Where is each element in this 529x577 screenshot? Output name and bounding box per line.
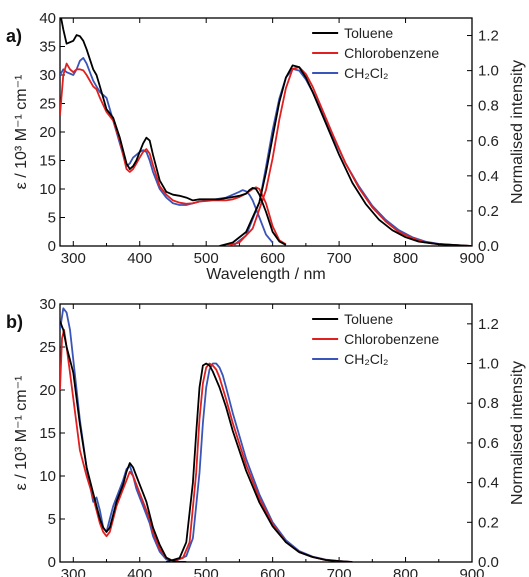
x-tick-label: 900: [459, 250, 484, 267]
x-tick-label: 400: [127, 250, 152, 267]
y-right-tick-label: 1.0: [478, 63, 499, 80]
y-left-tick-label: 35: [39, 39, 56, 56]
panel-label: a): [6, 26, 22, 46]
y-left-tick-label: 10: [39, 468, 56, 485]
legend-label: Toluene: [344, 25, 393, 41]
y-left-axis-title: ε / 10³ M⁻¹ cm⁻¹: [13, 75, 30, 190]
y-right-tick-label: 0.0: [478, 238, 499, 255]
y-left-tick-label: 5: [48, 511, 56, 528]
y-left-tick-label: 5: [48, 210, 56, 227]
x-axis-title: Wavelength / nm: [206, 266, 325, 283]
x-tick-label: 600: [260, 566, 285, 577]
x-tick-label: 800: [393, 250, 418, 267]
absorption-line-toluene: [60, 320, 187, 562]
y-left-tick-label: 15: [39, 425, 56, 442]
y-right-tick-label: 1.2: [478, 28, 499, 45]
legend-label: Chlorobenzene: [344, 45, 439, 61]
y-right-tick-label: 0.8: [478, 98, 499, 115]
panel-label: b): [6, 312, 23, 332]
legend-label: CH₂Cl₂: [344, 351, 388, 367]
y-right-tick-label: 0.2: [478, 514, 499, 531]
emission-line-toluene: [166, 362, 353, 562]
x-tick-label: 300: [61, 566, 86, 577]
legend-label: Toluene: [344, 311, 393, 327]
y-right-tick-label: 0.0: [478, 554, 499, 571]
x-tick-label: 900: [459, 566, 484, 577]
emission-line-toluene: [219, 64, 472, 246]
emission-line-chlorobenzene: [169, 362, 353, 562]
y-right-tick-label: 0.4: [478, 475, 499, 492]
y-left-tick-label: 25: [39, 96, 56, 113]
y-left-tick-label: 40: [39, 10, 56, 27]
y-right-axis-title: Normalised intensity: [509, 361, 526, 505]
emission-line-chlorobenzene: [225, 66, 472, 246]
y-left-tick-label: 20: [39, 382, 56, 399]
y-left-tick-label: 0: [48, 238, 56, 255]
y-left-axis-title: ε / 10³ M⁻¹ cm⁻¹: [13, 376, 30, 491]
x-tick-label: 700: [327, 250, 352, 267]
y-left-tick-label: 15: [39, 153, 56, 170]
y-left-tick-label: 30: [39, 67, 56, 84]
x-tick-label: 300: [61, 250, 86, 267]
y-left-tick-label: 0: [48, 554, 56, 571]
absorption-line-ch-cl-: [60, 307, 187, 562]
y-right-tick-label: 1.0: [478, 356, 499, 373]
y-left-tick-label: 10: [39, 181, 56, 198]
y-right-tick-label: 0.4: [478, 168, 499, 185]
y-right-tick-label: 0.2: [478, 203, 499, 220]
x-tick-label: 600: [260, 250, 285, 267]
legend-label: Chlorobenzene: [344, 331, 439, 347]
x-tick-label: 500: [194, 566, 219, 577]
y-right-axis-title: Normalised intensity: [509, 60, 526, 204]
chart-panel-2: 300 400 500 600 700 800 900 0 5 10 15 20 25 30 0.0 0.2 0…: [6, 296, 526, 577]
y-right-tick-label: 0.6: [478, 435, 499, 452]
y-left-tick-label: 30: [39, 296, 56, 313]
y-left-tick-label: 25: [39, 339, 56, 356]
x-tick-label: 500: [194, 250, 219, 267]
x-tick-label: 800: [393, 566, 418, 577]
legend-label: CH₂Cl₂: [344, 65, 388, 81]
absorption-line-ch-cl-: [60, 57, 274, 244]
x-tick-label: 700: [327, 566, 352, 577]
y-right-tick-label: 0.6: [478, 133, 499, 150]
x-tick-label: 400: [127, 566, 152, 577]
y-right-tick-label: 1.2: [478, 316, 499, 333]
y-right-tick-label: 0.8: [478, 395, 499, 412]
chart-panel-1: 300 400 500 600 700 800 900 0 5 10 15 20 25 30 35 40 0.0…: [6, 10, 526, 283]
absorption-line-toluene: [60, 18, 287, 246]
absorption-line-chlorobenzene: [60, 328, 187, 562]
y-left-tick-label: 20: [39, 124, 56, 141]
